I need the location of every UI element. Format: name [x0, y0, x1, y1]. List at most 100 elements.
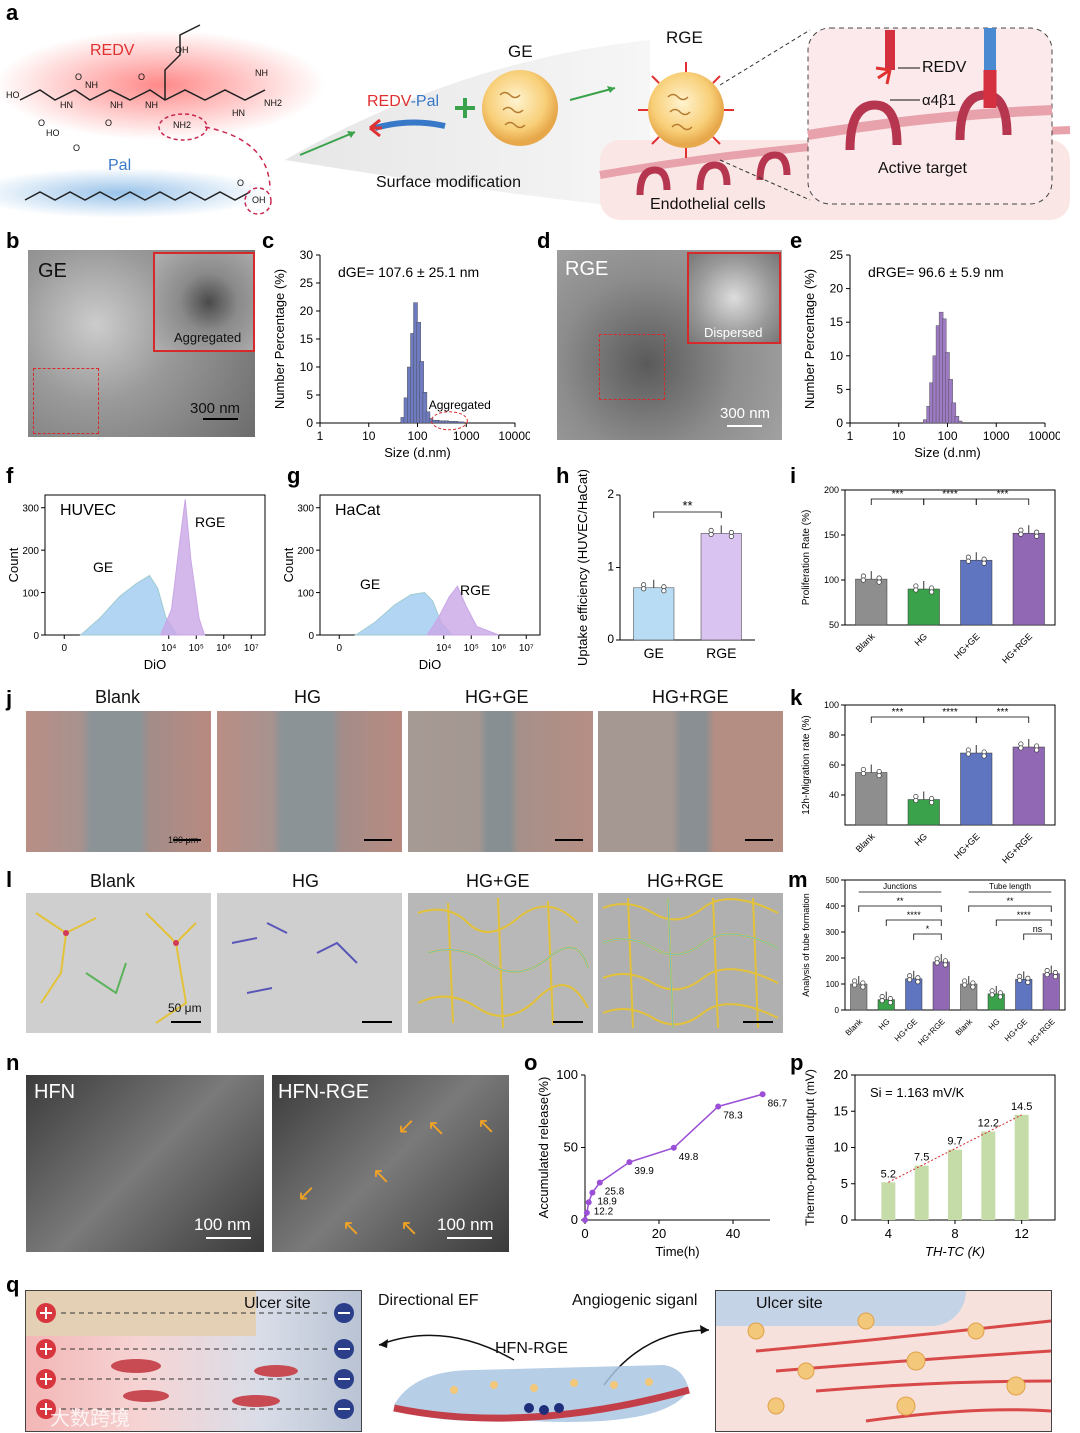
scale-text: 100 nm: [437, 1215, 494, 1234]
data-point: [626, 1159, 633, 1166]
arrow-1: [299, 131, 356, 156]
ge-particle: [482, 70, 558, 146]
rge-ligands: [638, 62, 734, 158]
y-tick-label: 150: [824, 530, 839, 540]
link-curve: [204, 126, 271, 191]
y-tick-label: 0: [841, 1212, 848, 1227]
bar: [700, 533, 742, 641]
palmitic-chain: [24, 191, 251, 201]
significance-label: **: [1006, 896, 1014, 906]
sem-image-hfn: HFN 100 nm: [26, 1075, 264, 1252]
image-title: RGE: [565, 258, 609, 280]
data-point: [1034, 533, 1040, 539]
x-tick-label: HG: [913, 631, 930, 648]
y-tick-label: 20: [300, 304, 314, 318]
scratch-title: HG+GE: [465, 687, 529, 707]
y-tick-label: 200: [824, 485, 839, 495]
ulcer-cap: [716, 1291, 966, 1326]
data-point: [1017, 977, 1023, 983]
oh-marker: [244, 187, 272, 215]
y-tick-label: 15: [300, 332, 314, 346]
inset-label: Dispersed: [704, 325, 763, 340]
image-title: HFN: [34, 1081, 76, 1103]
data-point: [929, 589, 935, 595]
y-tick-label: 50: [829, 620, 839, 630]
data-label: 5.2: [881, 1168, 896, 1180]
chem-label-o2: O: [75, 72, 83, 82]
y-axis-label: Proliferation Rate (%): [801, 510, 812, 606]
data-point: [589, 1189, 596, 1196]
zoom-region: [33, 368, 99, 434]
y-tick-label: 0: [836, 416, 843, 430]
data-point: [915, 979, 921, 985]
redv-text: REDV: [90, 42, 135, 59]
plot-frame: [844, 879, 1066, 1011]
y-tick-label: 400: [826, 902, 840, 911]
significance-bracket: [975, 498, 1030, 505]
significance-label: *: [926, 924, 930, 934]
legend-ge: GE: [93, 559, 113, 575]
scratch-title: HG+RGE: [652, 687, 729, 707]
ulcer-box-left: Ulcer site: [25, 1290, 362, 1432]
significance-label: ****: [942, 489, 958, 500]
hfn-rge-patch: [378, 1325, 710, 1422]
data-point: [913, 797, 919, 804]
x-tick-label: HG+GE: [1003, 1017, 1029, 1043]
y-tick-label: 50: [564, 1140, 578, 1155]
data-point: [641, 586, 647, 592]
arrow-icon: ↖: [477, 1113, 496, 1138]
zoom-receptor-1: [845, 100, 902, 151]
scale-bar: [555, 839, 583, 841]
y-tick-label: 40: [829, 790, 839, 800]
data-point: [1034, 747, 1040, 753]
ulcer-text: Ulcer site: [244, 1295, 311, 1312]
tube-network: [602, 897, 779, 1029]
y-tick-label: 100: [22, 589, 39, 600]
zoom-inset: [687, 252, 781, 344]
x-tick-label: Blank: [844, 1016, 865, 1037]
title: HaCat: [335, 502, 381, 519]
chem-label-hn2: HN: [232, 108, 245, 118]
patch-base: [393, 1386, 690, 1422]
panel-label: i: [790, 463, 797, 488]
zoom-ligand-1-head: [875, 66, 892, 85]
bar: [981, 1131, 996, 1220]
x-axis-label: DiO: [144, 657, 166, 672]
y-tick-label: 30: [300, 248, 314, 262]
pal-text: Pal: [108, 157, 132, 174]
x-axis-label: Size (d.nm): [384, 445, 450, 460]
chart-g: 0 100 200 300 0 10⁴ 10⁵ 10⁶ 10⁷ DiO Count HaCat GE RG…: [281, 494, 541, 672]
chem-label-nh3: NH: [145, 100, 158, 110]
significance-label: ****: [907, 910, 922, 920]
scratch-title: HG: [294, 687, 321, 707]
scale-bar: [364, 839, 392, 841]
scale-text: 300 nm: [190, 400, 241, 417]
scale-bar: [173, 839, 201, 841]
y-tick-label: 500: [826, 876, 840, 885]
x-tick-label: 10000: [1028, 429, 1060, 443]
x-tick-label: 10: [892, 429, 906, 443]
x-tick-label: 100: [407, 429, 427, 443]
data-label: 9.7: [947, 1136, 962, 1148]
vessels: [747, 1312, 1051, 1423]
scale-bar: [745, 839, 773, 841]
bar: [459, 421, 465, 424]
scale-bar: [203, 418, 238, 420]
scale-bar: [362, 1021, 392, 1023]
data-point: [942, 962, 948, 968]
data-label: 7.5: [914, 1152, 929, 1164]
annotation: Si = 1.163 mV/K: [870, 1085, 965, 1100]
x-tick-label: HG: [913, 831, 930, 848]
x-axis-label: Size (d.nm): [914, 445, 980, 460]
chart-p: 0 5 10 15 20 4 8 12 5.2 7.5 9.7 12.2 14.5 TH-TC (K) Th…: [803, 1067, 1056, 1259]
bar: [960, 752, 993, 826]
redv-pal-label: REDV-Pal: [367, 93, 439, 111]
significance-bracket: [885, 919, 942, 926]
bar: [633, 587, 675, 641]
image-title: GE: [38, 260, 67, 282]
bar: [954, 416, 960, 424]
migrating-cells: [111, 1359, 298, 1407]
zoom-line-2: [719, 159, 811, 201]
data-point: [852, 982, 858, 988]
y-tick-label: 1: [607, 560, 614, 574]
